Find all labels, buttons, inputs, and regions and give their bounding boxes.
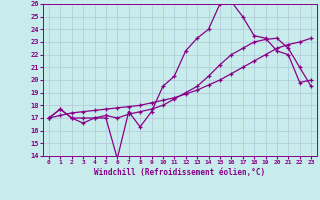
X-axis label: Windchill (Refroidissement éolien,°C): Windchill (Refroidissement éolien,°C) [94,168,266,177]
